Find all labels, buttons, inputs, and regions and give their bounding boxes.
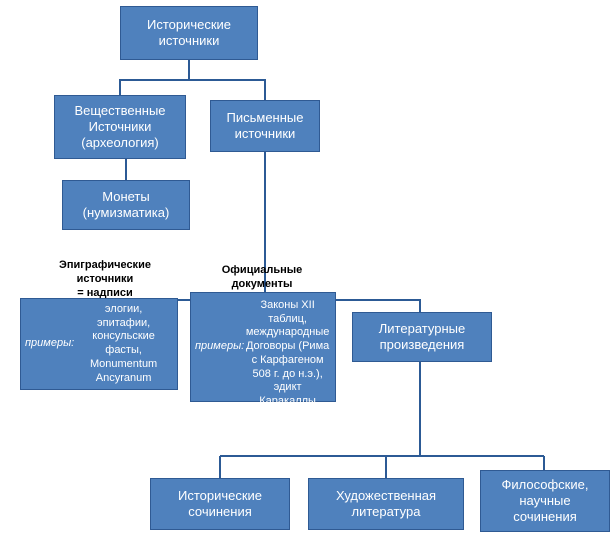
node-epig_h: Эпиграфическиеисточники= надписи bbox=[30, 260, 180, 300]
node-official: примеры:Законы XII таблиц,международныеД… bbox=[190, 292, 336, 402]
node-mat: ВещественныеИсточники(археология) bbox=[54, 95, 186, 159]
node-art: Художественнаялитература bbox=[308, 478, 464, 530]
node-epig: примеры: элогии,эпитафии,консульские фас… bbox=[20, 298, 178, 390]
node-lit: Литературныепроизведения bbox=[352, 312, 492, 362]
diagram-canvas: Историческиеисточники ВещественныеИсточни… bbox=[0, 0, 614, 553]
node-coins: Монеты(нумизматика) bbox=[62, 180, 190, 230]
node-root: Историческиеисточники bbox=[120, 6, 258, 60]
node-hist: Историческиесочинения bbox=[150, 478, 290, 530]
node-phil: Философские,научныесочинения bbox=[480, 470, 610, 532]
node-written: Письменныеисточники bbox=[210, 100, 320, 152]
edge bbox=[189, 60, 265, 100]
edge bbox=[120, 60, 189, 95]
